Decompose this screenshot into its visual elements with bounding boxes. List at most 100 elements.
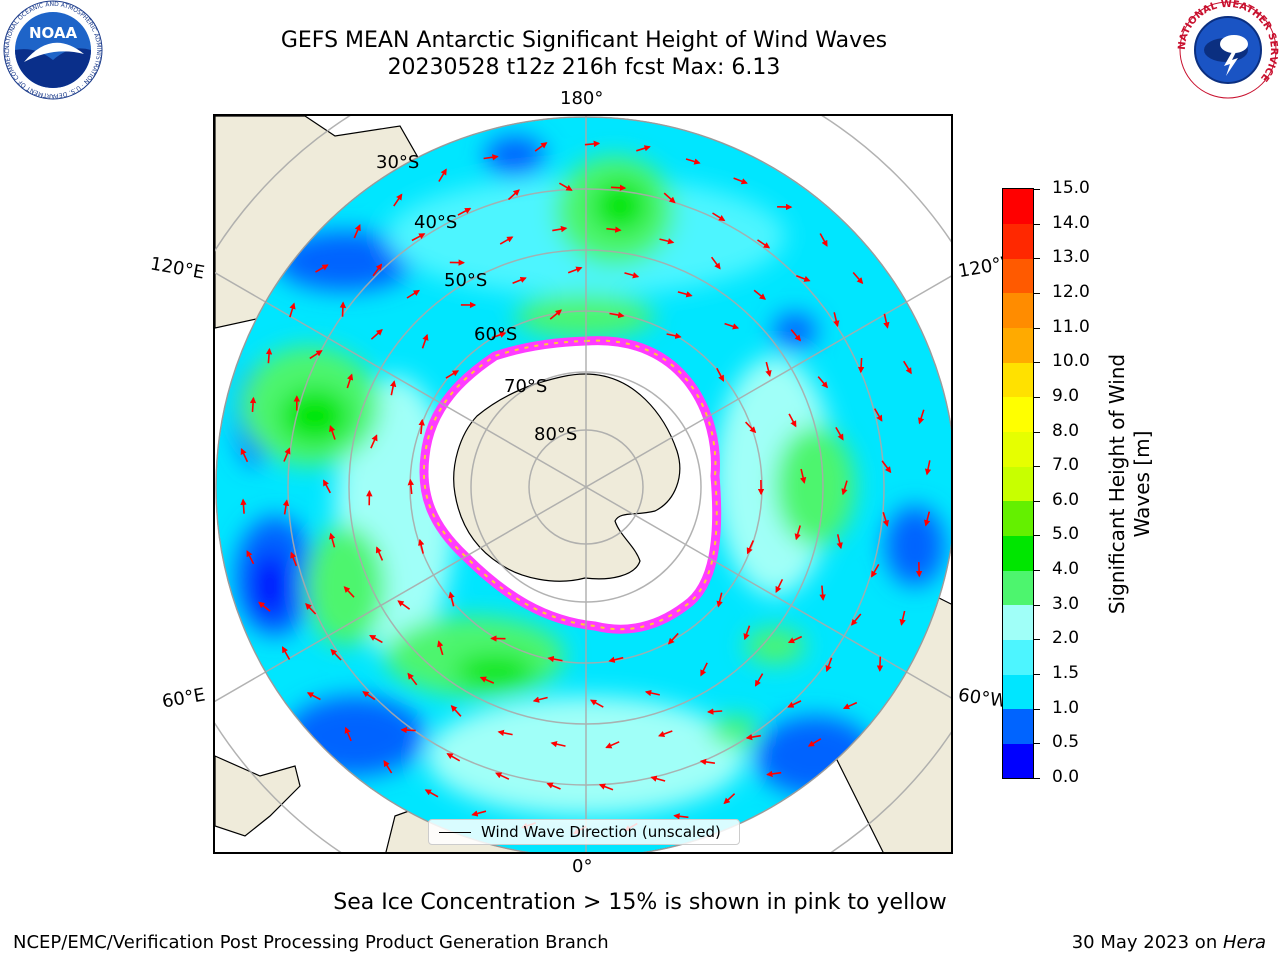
colorbar-segment bbox=[1003, 258, 1033, 294]
wind-arrow bbox=[724, 322, 740, 330]
polar-map bbox=[215, 116, 951, 852]
colorbar-segment bbox=[1003, 396, 1033, 433]
wind-arrow bbox=[871, 563, 880, 578]
wind-arrow bbox=[753, 289, 766, 300]
wind-arrow bbox=[710, 256, 721, 270]
wind-arrow bbox=[707, 708, 723, 715]
colorbar-tick-label: 3.0 bbox=[1052, 593, 1080, 614]
wind-arrow bbox=[610, 184, 627, 192]
colorbar-tick bbox=[1034, 223, 1040, 225]
wind-arrow bbox=[497, 729, 513, 737]
wind-arrow bbox=[552, 225, 568, 233]
wind-arrow bbox=[246, 550, 255, 565]
wind-arrow bbox=[370, 434, 378, 449]
colorbar-tick-label: 5.0 bbox=[1052, 524, 1080, 545]
colorbar-tick bbox=[1034, 778, 1040, 779]
wind-arrow bbox=[857, 357, 865, 374]
wind-arrow bbox=[406, 289, 420, 299]
wind-arrow bbox=[605, 741, 620, 749]
wind-arrow bbox=[306, 692, 321, 701]
wind-arrow bbox=[240, 498, 247, 514]
wind-arrow bbox=[375, 546, 384, 561]
date-prefix: 30 May 2023 on bbox=[1071, 932, 1223, 953]
wind-arrow bbox=[479, 676, 495, 684]
colorbar-tick bbox=[1034, 466, 1040, 468]
wind-arrow bbox=[733, 177, 748, 185]
wind-arrow bbox=[712, 212, 726, 222]
lon-label-120e: 120°E bbox=[148, 253, 207, 284]
wind-arrow bbox=[372, 263, 383, 277]
wind-arrow bbox=[787, 635, 803, 644]
wind-arrow bbox=[457, 207, 472, 216]
chart-title: GEFS MEAN Antarctic Significant Height o… bbox=[280, 28, 888, 53]
colorbar-tick bbox=[1034, 639, 1040, 641]
wind-arrow bbox=[559, 182, 573, 191]
wind-arrow bbox=[835, 426, 844, 441]
colorbar-tick bbox=[1034, 292, 1040, 294]
wind-arrow bbox=[743, 625, 751, 641]
lon-label-60e: 60°E bbox=[160, 684, 207, 713]
wind-arrow bbox=[289, 302, 296, 318]
lon-label-0: 0° bbox=[572, 856, 593, 877]
wind-arrow bbox=[258, 601, 271, 612]
wind-arrow bbox=[421, 333, 429, 349]
wind-arrow bbox=[512, 276, 527, 284]
wind-arrow bbox=[532, 696, 548, 703]
lat-label-80s: 80°S bbox=[534, 424, 578, 445]
wind-arrow bbox=[842, 701, 858, 710]
map-panel bbox=[213, 114, 953, 854]
wind-arrow bbox=[344, 726, 352, 742]
wind-arrow bbox=[549, 309, 562, 320]
colorbar-segment bbox=[1003, 327, 1033, 363]
wind-arrow bbox=[353, 224, 361, 239]
wind-arrow bbox=[329, 424, 336, 440]
wind-arrow bbox=[450, 705, 462, 717]
wind-arrow bbox=[699, 758, 716, 766]
wind-arrow bbox=[507, 189, 520, 201]
wind-arrow bbox=[606, 226, 622, 233]
wind-arrow bbox=[825, 657, 833, 673]
wind-arrow bbox=[746, 540, 755, 555]
wind-arrow bbox=[240, 447, 249, 463]
wind-arrow bbox=[369, 634, 383, 644]
lon-label-180: 180° bbox=[560, 88, 604, 109]
wind-arrow bbox=[598, 783, 614, 791]
lat-label-70s: 70°S bbox=[504, 376, 548, 397]
wind-arrow bbox=[882, 512, 889, 527]
chart-subtitle: 20230528 t12z 216h fcst Max: 6.13 bbox=[387, 55, 781, 80]
noaa-logo: NATIONAL OCEANIC AND ATMOSPHERIC ADMINIS… bbox=[2, 0, 103, 100]
legend-line-symbol bbox=[439, 831, 471, 833]
colorbar-tick-label: 1.5 bbox=[1052, 663, 1080, 684]
wind-arrow bbox=[819, 233, 828, 247]
colorbar-tick bbox=[1034, 570, 1040, 572]
wind-arrow bbox=[650, 775, 666, 782]
colorbar-tick-label: 9.0 bbox=[1052, 385, 1080, 406]
wind-arrow bbox=[924, 460, 932, 476]
wind-arrow bbox=[411, 233, 426, 242]
wind-arrow bbox=[685, 158, 701, 165]
wind-arrow bbox=[790, 329, 802, 342]
colorbar-tick-label: 1.0 bbox=[1052, 697, 1080, 718]
wind-arrow bbox=[495, 772, 510, 780]
wind-arrow bbox=[393, 193, 403, 207]
wind-arrow bbox=[446, 753, 461, 762]
colorbar-segment bbox=[1003, 431, 1033, 467]
wind-arrow bbox=[915, 562, 923, 578]
wind-arrow bbox=[788, 413, 797, 428]
colorbar-tick-label: 7.0 bbox=[1052, 455, 1080, 476]
colorbar-tick-label: 10.0 bbox=[1052, 351, 1090, 372]
sea-ice-footnote: Sea Ice Concentration > 15% is shown in … bbox=[333, 890, 947, 915]
wind-arrow bbox=[383, 760, 393, 774]
colorbar-segment bbox=[1003, 743, 1033, 779]
colorbar-segment bbox=[1003, 292, 1033, 329]
wind-arrow bbox=[836, 534, 843, 550]
colorbar-tick bbox=[1034, 396, 1040, 398]
wind-arrow bbox=[339, 301, 347, 317]
colorbar-tick bbox=[1034, 431, 1040, 433]
lat-label-50s: 50°S bbox=[444, 270, 488, 291]
wind-arrow bbox=[636, 145, 651, 152]
colorbar-tick-label: 4.0 bbox=[1052, 559, 1080, 580]
wind-arrow bbox=[322, 479, 332, 494]
wind-arrow bbox=[330, 648, 342, 661]
wind-arrow bbox=[852, 271, 864, 285]
